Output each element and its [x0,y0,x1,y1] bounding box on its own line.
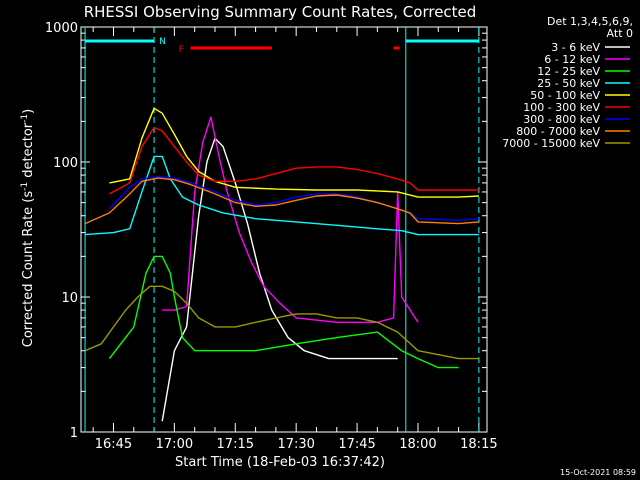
y-tick-label: 1 [70,426,78,441]
axes [80,26,488,433]
y-tick-label: 10 [61,291,78,306]
legend-entry-label: 100 - 300 keV [523,101,600,114]
night-marker-label: N [159,37,166,47]
y-axis-label-end: ) [21,109,36,114]
series-line-3 [85,155,479,236]
y-axis-label-sup1: -1 [20,182,30,191]
y-tick-label: 1000 [45,21,78,36]
legend-header: Det 1,3,4,5,6,9, [547,15,633,28]
x-tick-label: 18:15 [460,437,497,452]
legend-entry-label: 25 - 50 keV [537,77,600,90]
series-line-8 [84,285,479,360]
x-tick-label: 17:00 [156,437,193,452]
y-tick-label: 100 [53,156,78,171]
x-tick-label: 16:45 [95,437,132,452]
x-tick-label: 17:30 [277,437,314,452]
plot-frame [80,26,488,433]
legend-entry-label: 50 - 100 keV [530,89,600,102]
series-line-6 [108,175,479,222]
y-axis-label: Corrected Count Rate (s-1 detector-1) [20,109,36,347]
series-line-4 [109,107,479,198]
x-axis-label: Start Time (18-Feb-03 16:37:42) [175,455,385,470]
flare-marker-label: F [179,45,184,55]
interval-markers: NF [84,27,480,432]
x-tick-label: 17:15 [217,437,254,452]
legend-header: Att 0 [607,27,633,40]
y-axis-label-mid: detector [21,122,36,182]
tick-labels: 1 10 100 1000 16:45 17:00 17:15 17:30 17:45 18:00… [45,21,498,452]
legend-entry-label: 7000 - 15000 keV [502,137,600,150]
y-axis-label-main: Corrected Count Rate (s [21,191,36,348]
series-line-1 [162,116,419,323]
chart-title: RHESSI Observing Summary Count Rates, Co… [84,3,477,21]
legend-entry-label: 6 - 12 keV [544,53,600,66]
y-axis-label-sup2: -1 [20,114,30,123]
x-tick-label: 18:00 [399,437,436,452]
series-line-2 [108,255,459,369]
legend-entry-label: 12 - 25 keV [537,65,600,78]
legend-entry-label: 3 - 6 keV [551,41,600,54]
series-line-0 [161,137,398,422]
series-layer [84,107,479,422]
legend-entry-label: 800 - 7000 keV [516,125,600,138]
x-tick-label: 17:45 [338,437,375,452]
legend-entry-label: 300 - 800 keV [523,113,600,126]
series-line-5 [109,126,479,195]
timestamp: 15-Oct-2021 08:59 [560,468,636,477]
series-line-7 [84,177,479,225]
